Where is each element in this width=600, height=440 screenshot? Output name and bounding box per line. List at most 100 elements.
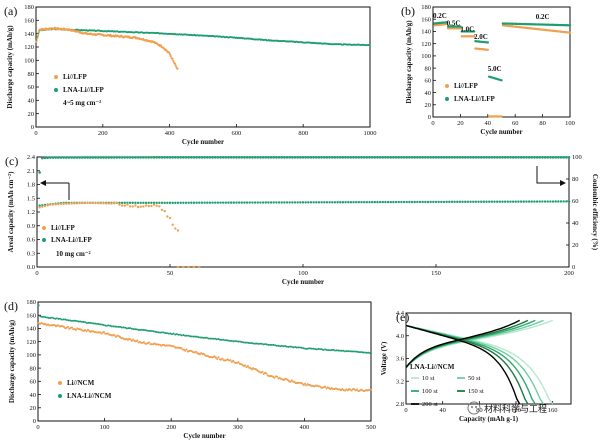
- x-tick-label: 100: [565, 120, 575, 127]
- lna-li-lfp-ce-point: [131, 156, 135, 159]
- lna-li-lfp-capacity-point: [440, 200, 443, 204]
- watermark-icon-eye: [471, 406, 473, 408]
- lna-li-lfp-ce-point: [43, 156, 47, 160]
- lna-li-lfp-capacity-point: [190, 201, 193, 204]
- x-tick-label: 300: [233, 424, 243, 431]
- y-tick-label: 40: [425, 90, 432, 97]
- lna-li-lfp-capacity-point: [131, 201, 134, 205]
- legend-label-3: 150 st: [468, 388, 484, 395]
- lna-li-ncm-point: [309, 347, 312, 350]
- panel-label: (a): [4, 4, 17, 18]
- x-tick-label: 600: [232, 130, 242, 137]
- legend-li-lfp-marker: [42, 226, 46, 230]
- lna-li-lfp-ce-point: [394, 156, 398, 159]
- lna-li-lfp-ce-point: [128, 156, 132, 159]
- li-ncm-point: [132, 338, 135, 341]
- lna-li-lfp-ce-point: [235, 156, 238, 159]
- lna-li-ncm-point: [179, 333, 182, 336]
- lna-li-lfp-capacity-point: [198, 201, 201, 204]
- lna-li-lfp-ce-point: [136, 156, 140, 159]
- li-ncm-point: [221, 357, 224, 360]
- lna-li-lfp-ce-point: [501, 156, 504, 159]
- lna-li-lfp-capacity-point: [38, 204, 41, 207]
- legend-lna-li-lfp-marker: [42, 238, 46, 242]
- lna-li-lfp-ce-point: [187, 156, 190, 159]
- lna-li-ncm-point: [282, 345, 285, 348]
- y-tick-label: 160: [26, 312, 36, 319]
- lna-li-lfp-capacity-point: [341, 201, 345, 204]
- lna-li-lfp-capacity-point: [243, 201, 246, 204]
- lna-li-lfp-ce-point: [509, 156, 512, 159]
- y-axis-title: Areal capacity (mAh cm⁻²): [7, 171, 15, 253]
- lna-li-lfp-capacity-point: [139, 201, 142, 205]
- li-ncm-point: [194, 350, 197, 353]
- lna-li-ncm-point: [350, 350, 353, 353]
- li-lfp-capacity-point: [158, 205, 161, 208]
- li-lfp-point: [37, 30, 40, 34]
- lna-li-ncm-point: [259, 342, 262, 345]
- x-axis-title: Cycle number: [282, 278, 324, 286]
- lna-li-ncm-point: [322, 348, 325, 351]
- lna-li-lfp-ce-point: [333, 156, 337, 159]
- lna-li-lfp-ce-point: [160, 156, 164, 159]
- lna-li-ncm-point: [170, 333, 173, 336]
- li-lfp-capacity-point: [155, 204, 158, 207]
- lna-li-ncm-point: [42, 315, 45, 318]
- lna-li-lfp-capacity-point: [118, 201, 121, 205]
- lna-li-lfp-capacity-point: [559, 200, 563, 203]
- lna-li-lfp-capacity-point: [328, 201, 331, 204]
- li-lfp-capacity-point: [136, 205, 140, 209]
- left-arrow-head: [40, 180, 46, 186]
- lna-li-lfp-ce-point: [62, 156, 65, 159]
- lna-li-lfp-capacity-point: [288, 201, 291, 204]
- lna-li-ncm-point: [130, 327, 133, 330]
- lna-li-ncm-point: [115, 325, 118, 328]
- lna-li-lfp-ce-point: [554, 156, 557, 159]
- legend-lna-li-lfp-label: LNA-Li//LFP: [63, 86, 105, 94]
- y-tick-label: 20: [28, 111, 35, 118]
- lna-li-ncm-point: [285, 345, 288, 348]
- li-lfp-capacity-point: [131, 205, 134, 208]
- li-lfp-rate-point: [500, 115, 503, 118]
- li-lfp-capacity-point: [171, 223, 174, 226]
- lna-li-lfp-capacity-point: [511, 200, 515, 203]
- x-axis-title: Cycle number: [183, 432, 225, 440]
- lna-li-lfp-ce-point: [442, 156, 446, 159]
- lna-li-lfp-capacity-point: [174, 201, 177, 205]
- lna-li-lfp-capacity-point: [126, 201, 129, 205]
- lna-li-ncm-point: [122, 326, 125, 329]
- watermark-text: 材料科学与工程: [484, 403, 547, 414]
- lna-li-lfp-capacity-point: [128, 201, 132, 205]
- y-tick-label: 40: [28, 98, 35, 105]
- lna-li-ncm-point: [54, 317, 57, 320]
- lna-li-lfp-capacity-point: [264, 201, 267, 204]
- lna-li-ncm-point: [92, 322, 95, 325]
- lna-li-ncm-point: [149, 329, 152, 332]
- lna-li-lfp-capacity-point: [373, 200, 377, 204]
- lna-li-lfp-ce-point: [338, 156, 342, 159]
- legend-li-lfp-marker: [54, 75, 58, 79]
- lna-li-lfp-capacity-point: [458, 200, 462, 204]
- lna-li-lfp-capacity-point: [410, 200, 414, 204]
- lna-li-ncm-point: [50, 316, 53, 319]
- li-lfp-capacity-point: [54, 203, 57, 206]
- lna-li-lfp-ce-point: [56, 156, 60, 159]
- lna-li-lfp-ce-point: [91, 156, 95, 159]
- lna-li-lfp-capacity-point: [251, 201, 254, 204]
- lna-li-lfp-ce-point: [418, 156, 422, 159]
- lna-li-lfp-ce-point: [102, 156, 105, 159]
- lna-li-ncm-point: [250, 342, 253, 345]
- legend-lna-li-ncm-label: LNA-Li//NCM: [67, 392, 112, 400]
- lna-li-lfp-ce-point: [120, 156, 124, 159]
- lna-li-lfp-ce-point: [445, 156, 448, 159]
- li-lfp-capacity-point: [59, 202, 63, 206]
- lna-li-ncm-point: [302, 347, 305, 350]
- lna-li-lfp-ce-point: [277, 156, 281, 159]
- lna-li-lfp-ce-point: [429, 156, 432, 159]
- lna-li-ncm-point: [167, 332, 170, 335]
- lna-li-ncm-point: [119, 325, 122, 328]
- x-tick-label: 60: [512, 120, 519, 127]
- lna-li-ncm-point: [215, 338, 218, 341]
- lna-li-lfp-ce-point: [498, 156, 502, 159]
